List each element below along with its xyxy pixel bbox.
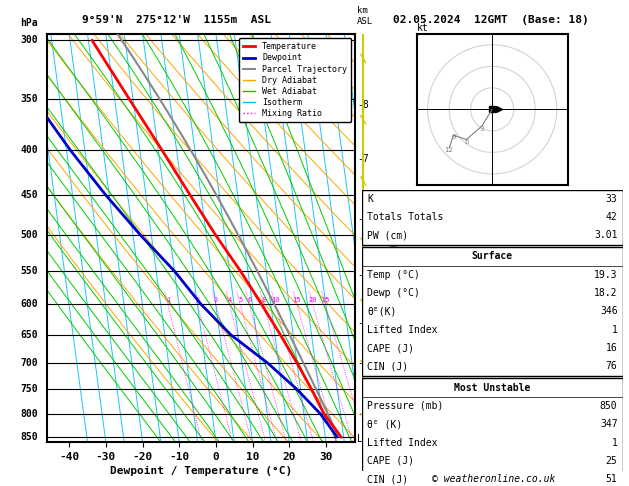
Text: CIN (J): CIN (J) <box>367 474 408 484</box>
Text: Lifted Index: Lifted Index <box>367 437 437 448</box>
Text: θᴱ(K): θᴱ(K) <box>367 307 396 316</box>
X-axis label: Dewpoint / Temperature (°C): Dewpoint / Temperature (°C) <box>110 466 292 476</box>
Text: -4: -4 <box>357 318 369 328</box>
Text: Surface: Surface <box>472 251 513 261</box>
Text: 6: 6 <box>464 139 469 145</box>
Text: Totals Totals: Totals Totals <box>367 212 443 222</box>
Text: 1: 1 <box>611 325 618 335</box>
Text: 450: 450 <box>20 190 38 200</box>
Text: 400: 400 <box>20 145 38 155</box>
Text: θᴱ (K): θᴱ (K) <box>367 419 402 429</box>
Text: 15: 15 <box>292 297 301 303</box>
Text: -5: -5 <box>357 270 369 279</box>
Text: 4: 4 <box>227 297 231 303</box>
Text: 02.05.2024  12GMT  (Base: 18): 02.05.2024 12GMT (Base: 18) <box>392 15 589 25</box>
Text: PW (cm): PW (cm) <box>367 230 408 241</box>
Text: 16: 16 <box>606 343 618 353</box>
Text: 800: 800 <box>20 409 38 419</box>
Text: -2: -2 <box>357 409 369 419</box>
Text: 750: 750 <box>20 384 38 394</box>
Text: 850: 850 <box>600 401 618 411</box>
Text: 10: 10 <box>271 297 279 303</box>
Text: K: K <box>367 194 373 204</box>
Text: Temp (°C): Temp (°C) <box>367 270 420 280</box>
Text: Mixing Ratio (g/kg): Mixing Ratio (g/kg) <box>387 192 398 284</box>
Text: 51: 51 <box>606 474 618 484</box>
Text: km
ASL: km ASL <box>357 6 373 26</box>
Bar <box>362 190 623 244</box>
Bar <box>362 247 623 376</box>
Text: 6: 6 <box>247 297 252 303</box>
Text: kt: kt <box>417 23 428 33</box>
Text: 8: 8 <box>262 297 266 303</box>
Text: 18.2: 18.2 <box>594 288 618 298</box>
Text: 19.3: 19.3 <box>594 270 618 280</box>
Text: 3: 3 <box>214 297 218 303</box>
Text: Dewp (°C): Dewp (°C) <box>367 288 420 298</box>
Text: 42: 42 <box>606 212 618 222</box>
Text: -6: -6 <box>357 214 369 225</box>
Text: 1: 1 <box>165 297 170 303</box>
Text: 346: 346 <box>600 307 618 316</box>
Legend: Temperature, Dewpoint, Parcel Trajectory, Dry Adiabat, Wet Adiabat, Isotherm, Mi: Temperature, Dewpoint, Parcel Trajectory… <box>239 38 351 122</box>
Text: 2: 2 <box>196 297 199 303</box>
Text: Most Unstable: Most Unstable <box>454 382 530 393</box>
Text: 600: 600 <box>20 299 38 309</box>
Text: 650: 650 <box>20 330 38 340</box>
Text: -7: -7 <box>357 155 369 164</box>
Text: LCL: LCL <box>357 434 374 444</box>
Text: 3: 3 <box>479 126 484 132</box>
Text: -3: -3 <box>357 358 369 368</box>
Text: 347: 347 <box>600 419 618 429</box>
Text: © weatheronline.co.uk: © weatheronline.co.uk <box>432 473 555 484</box>
Text: 20: 20 <box>308 297 317 303</box>
Text: 76: 76 <box>606 362 618 371</box>
Text: 9°59'N  275°12'W  1155m  ASL: 9°59'N 275°12'W 1155m ASL <box>82 15 270 25</box>
Text: 850: 850 <box>20 432 38 442</box>
Text: 33: 33 <box>606 194 618 204</box>
Text: 550: 550 <box>20 266 38 276</box>
Bar <box>362 379 623 486</box>
Text: -8: -8 <box>357 100 369 109</box>
Text: hPa: hPa <box>20 18 38 28</box>
Text: 5: 5 <box>238 297 242 303</box>
Text: Lifted Index: Lifted Index <box>367 325 437 335</box>
Text: 700: 700 <box>20 358 38 368</box>
Text: 12: 12 <box>445 147 454 154</box>
Text: 9: 9 <box>451 135 455 140</box>
Text: 25: 25 <box>606 456 618 466</box>
Text: CAPE (J): CAPE (J) <box>367 343 414 353</box>
Text: 3.01: 3.01 <box>594 230 618 241</box>
Text: 25: 25 <box>321 297 330 303</box>
Text: CAPE (J): CAPE (J) <box>367 456 414 466</box>
Text: 350: 350 <box>20 94 38 104</box>
Text: 500: 500 <box>20 230 38 240</box>
Text: 1: 1 <box>611 437 618 448</box>
Text: Pressure (mb): Pressure (mb) <box>367 401 443 411</box>
Text: CIN (J): CIN (J) <box>367 362 408 371</box>
Text: 300: 300 <box>20 35 38 45</box>
